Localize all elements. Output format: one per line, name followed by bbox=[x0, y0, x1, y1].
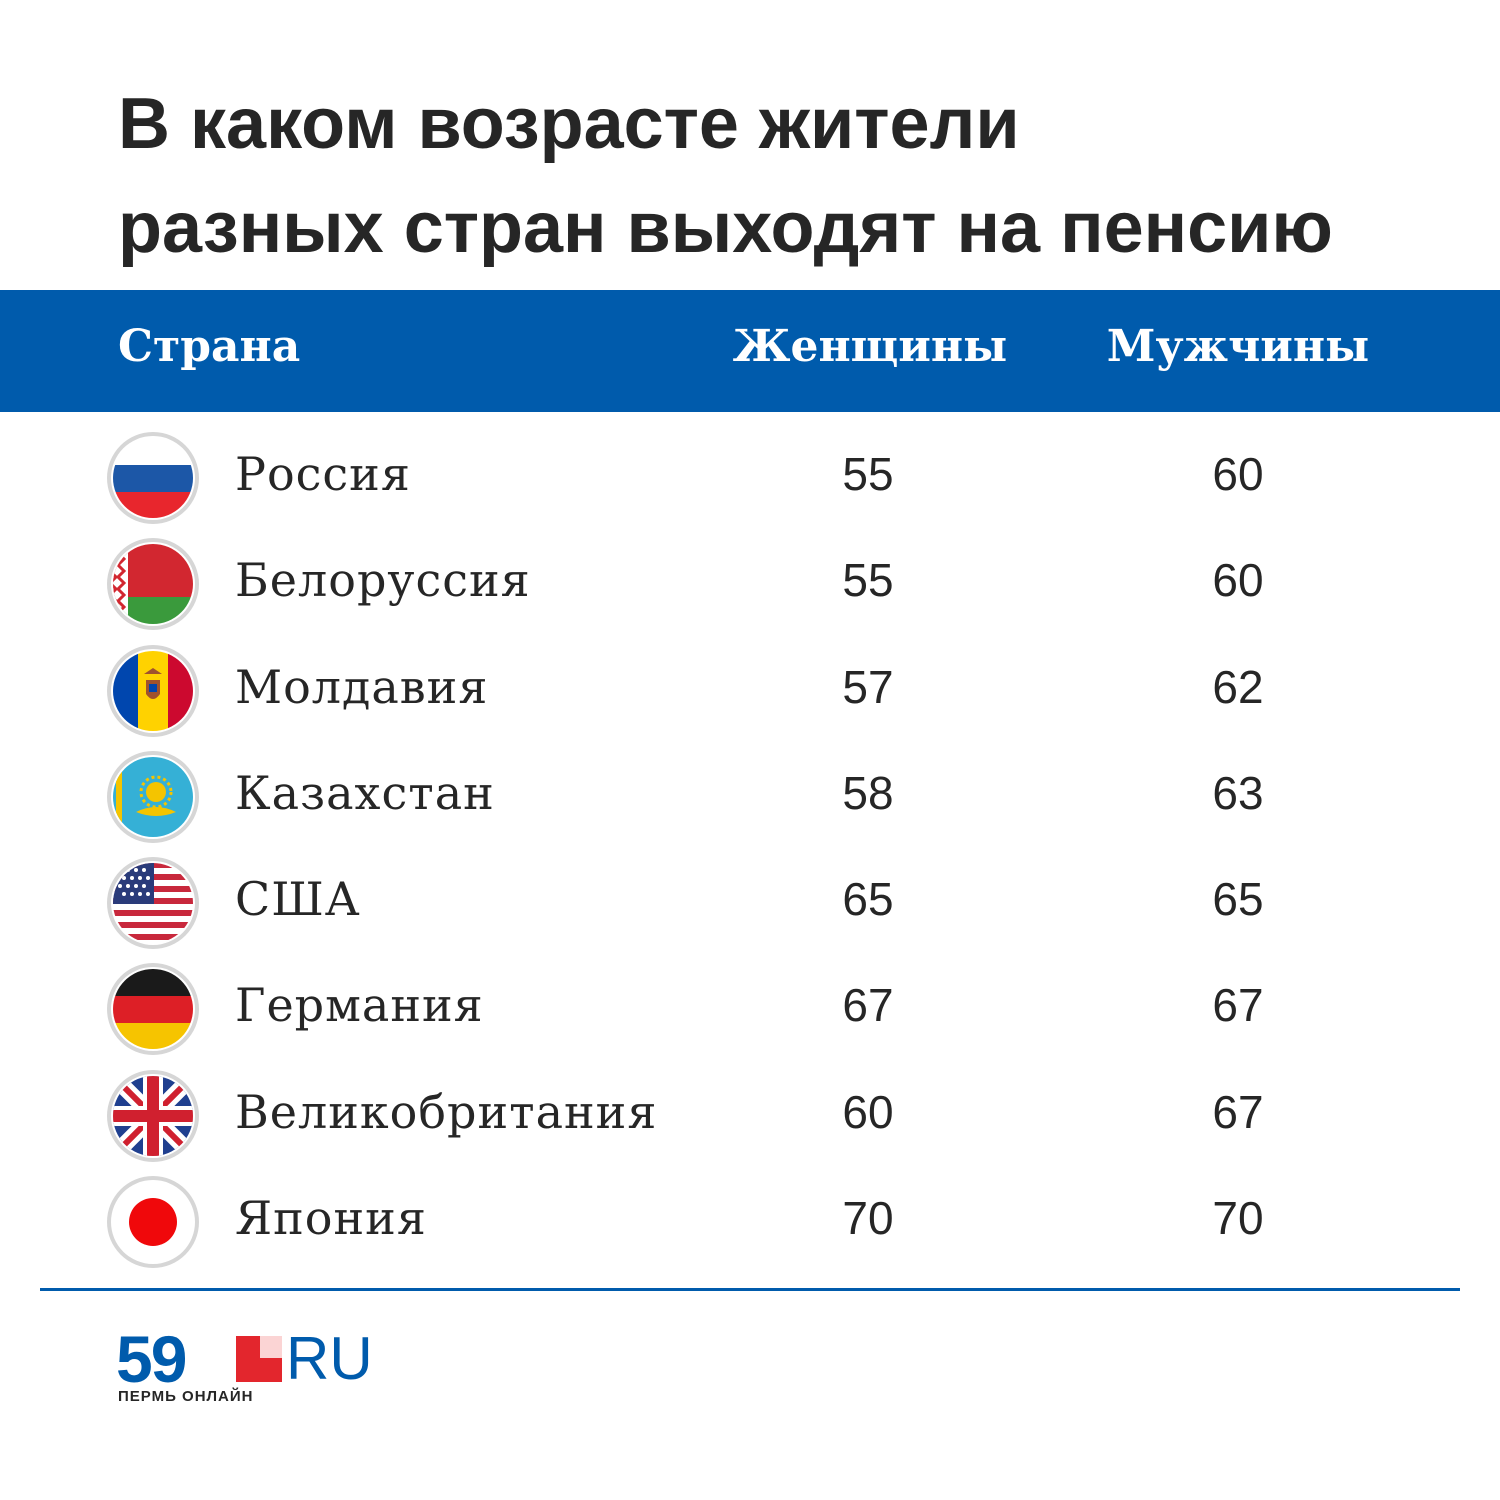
women-age: 65 bbox=[842, 873, 894, 926]
chart-title: В каком возрасте жители разных стран вых… bbox=[118, 72, 1438, 280]
country-name: Россия bbox=[235, 447, 411, 501]
title-line-1: В каком возрасте жители bbox=[118, 84, 1020, 164]
logo-number: 59 bbox=[116, 1322, 187, 1396]
table-row: Белоруссия 55 60 bbox=[0, 529, 1500, 635]
men-age: 60 bbox=[1212, 554, 1264, 607]
country-name: США bbox=[235, 872, 361, 927]
footer-divider bbox=[40, 1288, 1460, 1291]
logo-domain: RU bbox=[286, 1325, 373, 1392]
country-name: Белоруссия bbox=[235, 553, 531, 608]
table-row: Великобритания 60 67 bbox=[0, 1061, 1500, 1167]
men-age: 63 bbox=[1212, 766, 1264, 819]
men-age: 67 bbox=[1212, 979, 1264, 1032]
men-age: 60 bbox=[1212, 448, 1264, 500]
country-name: Молдавия bbox=[235, 659, 489, 714]
kazakhstan-flag-icon bbox=[106, 750, 200, 844]
logo-subtitle: ПЕРМЬ ОНЛАЙН bbox=[118, 1388, 254, 1405]
women-age: 58 bbox=[842, 766, 894, 819]
country-name: Великобритания bbox=[235, 1084, 658, 1139]
column-header-country: Страна bbox=[118, 321, 301, 372]
women-age: 60 bbox=[842, 1085, 894, 1138]
usa-flag-icon bbox=[106, 856, 200, 950]
women-age: 57 bbox=[842, 660, 894, 713]
women-age: 55 bbox=[842, 448, 894, 500]
table-row: Россия 55 60 bbox=[0, 423, 1500, 529]
table-header: Страна Женщины Мужчины bbox=[0, 290, 1500, 412]
moldova-flag-icon bbox=[106, 644, 200, 738]
women-age: 70 bbox=[842, 1192, 894, 1245]
column-header-women: Женщины bbox=[732, 321, 1008, 372]
table-row: Молдавия 57 62 bbox=[0, 636, 1500, 742]
russia-flag-icon bbox=[106, 431, 200, 525]
title-line-2: разных стран выходят на пенсию bbox=[118, 188, 1333, 268]
logo-mark-icon bbox=[236, 1336, 282, 1382]
table-row: США 65 65 bbox=[0, 848, 1500, 954]
men-age: 67 bbox=[1212, 1085, 1264, 1138]
men-age: 65 bbox=[1212, 873, 1264, 926]
germany-flag-icon bbox=[106, 962, 200, 1056]
men-age: 70 bbox=[1212, 1192, 1264, 1245]
table-row: Казахстан 58 63 bbox=[0, 742, 1500, 848]
uk-flag-icon bbox=[106, 1069, 200, 1163]
country-name: Япония bbox=[235, 1191, 427, 1246]
column-header-men: Мужчины bbox=[1106, 321, 1370, 372]
men-age: 62 bbox=[1212, 660, 1264, 713]
belarus-flag-icon bbox=[106, 537, 200, 631]
women-age: 67 bbox=[842, 979, 894, 1032]
women-age: 55 bbox=[842, 554, 894, 607]
brand-logo: 59 RU ПЕРМЬ ОНЛАЙН bbox=[116, 1326, 416, 1410]
japan-flag-icon bbox=[106, 1175, 200, 1269]
table-row: Япония 70 70 bbox=[0, 1167, 1500, 1273]
table-body: Россия 55 60 Белоруссия 55 60 bbox=[0, 423, 1500, 1273]
country-name: Германия bbox=[235, 978, 484, 1033]
table-row: Германия 67 67 bbox=[0, 954, 1500, 1060]
country-name: Казахстан bbox=[235, 765, 495, 820]
